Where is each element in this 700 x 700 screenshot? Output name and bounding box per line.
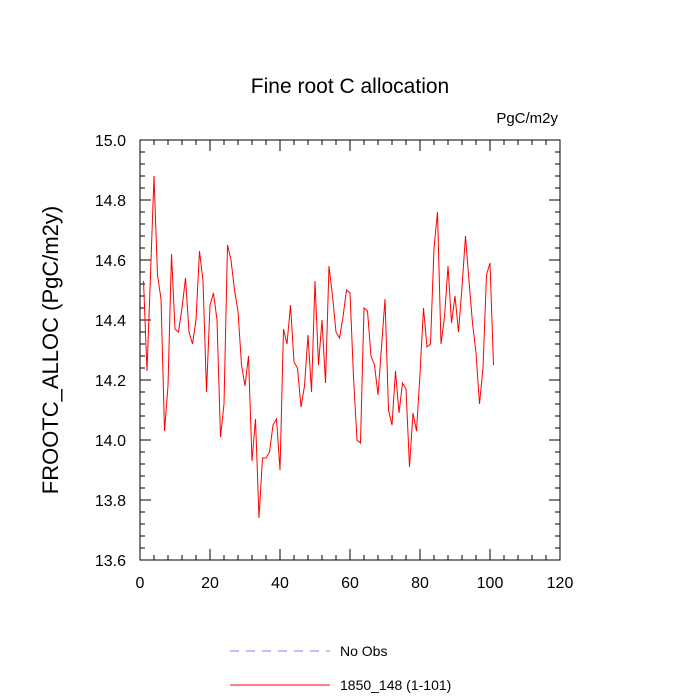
x-tick-label: 20 xyxy=(201,575,219,592)
y-tick-label: 13.8 xyxy=(95,493,126,510)
x-tick-label: 60 xyxy=(341,575,359,592)
y-axis-label: FROOTC_ALLOC (PgC/m2y) xyxy=(38,206,63,495)
y-tick-labels: 13.6 13.8 14.0 14.2 14.4 14.6 14.8 15.0 xyxy=(95,133,126,570)
x-tick-labels: 0 20 40 60 80 100 120 xyxy=(136,575,574,592)
legend: No Obs 1850_148 (1-101) xyxy=(230,643,451,693)
plot-frame xyxy=(139,139,561,561)
y-tick-label: 14.0 xyxy=(95,433,126,450)
units-label: PgC/m2y xyxy=(496,110,558,127)
legend-label-1850-148: 1850_148 (1-101) xyxy=(340,677,451,693)
chart-title: Fine root C allocation xyxy=(251,75,449,98)
x-tick-label: 120 xyxy=(547,575,574,592)
y-tick-label: 14.2 xyxy=(95,373,126,390)
y-tick-label: 14.8 xyxy=(95,193,126,210)
legend-label-no-obs: No Obs xyxy=(340,643,387,659)
x-tick-label: 0 xyxy=(136,575,145,592)
y-tick-label: 13.6 xyxy=(95,553,126,570)
x-tick-label: 100 xyxy=(477,575,504,592)
x-tick-label: 40 xyxy=(271,575,289,592)
y-tick-label: 14.4 xyxy=(95,313,126,330)
y-tick-label: 14.6 xyxy=(95,253,126,270)
y-tick-label: 15.0 xyxy=(95,133,126,150)
axis-ticks xyxy=(139,139,561,561)
series-line-1850-148 xyxy=(143,175,494,519)
x-tick-label: 80 xyxy=(411,575,429,592)
